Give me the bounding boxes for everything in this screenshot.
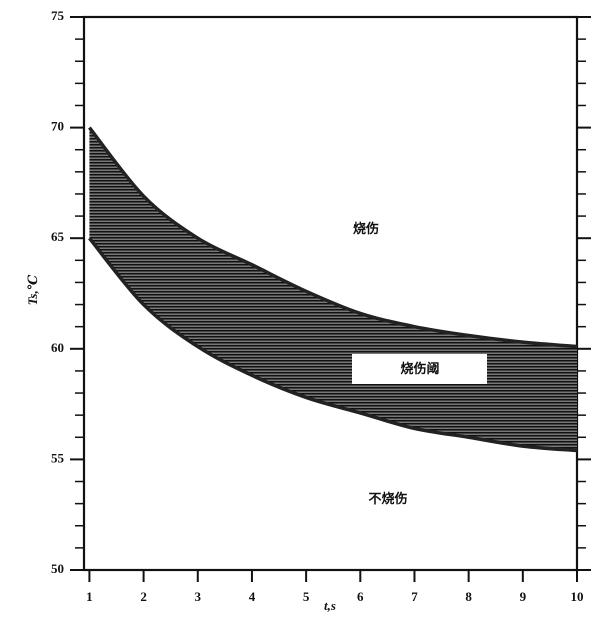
bound-line [88, 237, 578, 453]
y-tick-label: 70 [51, 119, 64, 134]
x-tick-label: 1 [86, 589, 93, 604]
x-tick-label: 7 [411, 589, 418, 604]
y-tick-label: 55 [51, 450, 65, 465]
band-fill [89, 127, 578, 451]
y-tick-label: 65 [51, 229, 65, 244]
plot-frame [82, 15, 579, 572]
x-tick-label: 9 [520, 589, 527, 604]
y-axis-label: Ts,℃ [25, 274, 40, 305]
label-box [352, 354, 487, 384]
annotation: 不烧伤 [368, 491, 407, 506]
x-tick-label: 5 [303, 589, 310, 604]
x-tick-label: 10 [571, 589, 584, 604]
y-tick-label: 60 [51, 340, 64, 355]
x-tick-label: 6 [357, 589, 364, 604]
annotation: 烧伤 [353, 221, 379, 236]
annotation: 烧伤阈 [400, 361, 439, 376]
x-tick-label: 8 [465, 589, 472, 604]
y-tick-label: 50 [51, 561, 64, 576]
x-tick-label: 3 [195, 589, 202, 604]
x-axis-label: t,s [324, 598, 336, 613]
x-tick-label: 4 [249, 589, 256, 604]
y-tick-label: 75 [51, 8, 65, 23]
x-tick-label: 2 [140, 589, 147, 604]
bound-line [88, 126, 578, 349]
